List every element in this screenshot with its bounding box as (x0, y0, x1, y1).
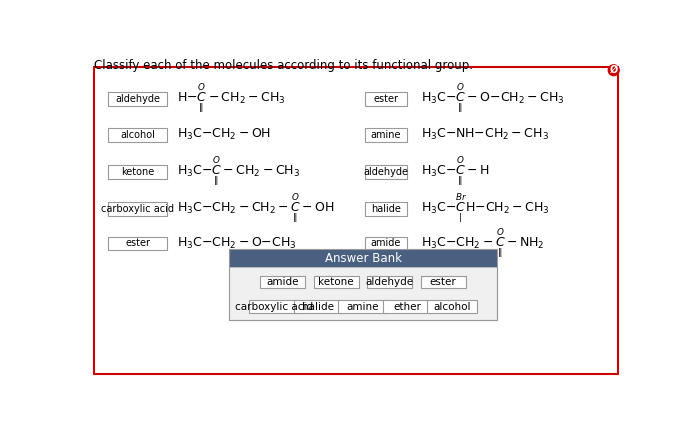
Bar (365, 202, 407, 216)
Bar (108, 202, 167, 216)
Text: ether: ether (393, 301, 421, 312)
Bar (108, 165, 167, 179)
Bar (365, 165, 407, 179)
Bar (294, 301, 343, 313)
Text: halide: halide (302, 301, 335, 312)
Bar (108, 237, 167, 250)
Bar (338, 301, 388, 313)
Text: H$_3$C$-$CH$_2-\overset{O}{\underset{\|}{C}}-$NH$_2$: H$_3$C$-$CH$_2-\overset{O}{\underset{\|}… (421, 226, 544, 261)
Text: aldehyde: aldehyde (365, 277, 414, 287)
Text: ester: ester (373, 94, 398, 104)
Text: aldehyde: aldehyde (363, 167, 408, 177)
Text: alcohol: alcohol (120, 130, 155, 140)
Bar (421, 276, 466, 288)
Text: H$_3$C$-\overset{O}{\underset{\|}{C}}-$H: H$_3$C$-\overset{O}{\underset{\|}{C}}-$H (421, 155, 490, 189)
Text: amide: amide (371, 238, 401, 249)
Text: amide: amide (267, 277, 299, 287)
Text: Classify each of the molecules according to its functional group.: Classify each of the molecules according… (94, 59, 473, 72)
Bar (365, 237, 407, 250)
Text: H$_3$C$-\overset{Br}{\underset{|}{C}}$H$-$CH$_2-$CH$_3$: H$_3$C$-\overset{Br}{\underset{|}{C}}$H$… (421, 192, 550, 226)
Text: amine: amine (370, 130, 401, 140)
Text: ester: ester (125, 238, 150, 249)
Text: H$_3$C$-$CH$_2-$CH$_2-\overset{O}{\underset{\|}{C}}-$OH: H$_3$C$-$CH$_2-$CH$_2-\overset{O}{\under… (176, 192, 335, 226)
Bar (383, 301, 433, 313)
Bar (365, 92, 407, 106)
Text: carboxylic acid: carboxylic acid (234, 301, 313, 312)
Text: ester: ester (430, 277, 456, 287)
Text: H$_3$C$-\overset{O}{\underset{\|}{C}}-$CH$_2-$CH$_3$: H$_3$C$-\overset{O}{\underset{\|}{C}}-$C… (176, 155, 300, 189)
Text: alcohol: alcohol (433, 301, 471, 312)
Bar (260, 276, 305, 288)
Bar (108, 128, 167, 142)
Text: H$_3$C$-$CH$_2-$OH: H$_3$C$-$CH$_2-$OH (176, 127, 271, 143)
Text: ketone: ketone (121, 167, 155, 177)
Bar (230, 249, 497, 320)
Bar (108, 92, 167, 106)
Text: carboxylic acid: carboxylic acid (102, 204, 174, 214)
Bar (94, 67, 617, 373)
Text: Answer Bank: Answer Bank (325, 252, 402, 265)
Text: ketone: ketone (318, 277, 354, 287)
Bar (314, 276, 358, 288)
Text: H$_3$C$-$CH$_2-$O$-$CH$_3$: H$_3$C$-$CH$_2-$O$-$CH$_3$ (176, 236, 296, 251)
Bar (368, 276, 412, 288)
Bar (230, 267, 497, 320)
Bar (230, 249, 497, 267)
Bar (365, 128, 407, 142)
Text: H$_3$C$-\overset{O}{\underset{\|}{C}}-$O$-$CH$_2-$CH$_3$: H$_3$C$-\overset{O}{\underset{\|}{C}}-$O… (421, 82, 564, 116)
Text: halide: halide (371, 204, 401, 214)
Text: aldehyde: aldehyde (116, 94, 160, 104)
Text: H$_3$C$-$NH$-$CH$_2-$CH$_3$: H$_3$C$-$NH$-$CH$_2-$CH$_3$ (421, 127, 549, 143)
Circle shape (608, 65, 619, 75)
Text: Ø: Ø (610, 65, 618, 75)
Text: amine: amine (346, 301, 379, 312)
Text: H$-\overset{O}{\underset{\|}{C}}-$CH$_2-$CH$_3$: H$-\overset{O}{\underset{\|}{C}}-$CH$_2-… (176, 82, 285, 116)
Bar (427, 301, 477, 313)
Bar (249, 301, 299, 313)
